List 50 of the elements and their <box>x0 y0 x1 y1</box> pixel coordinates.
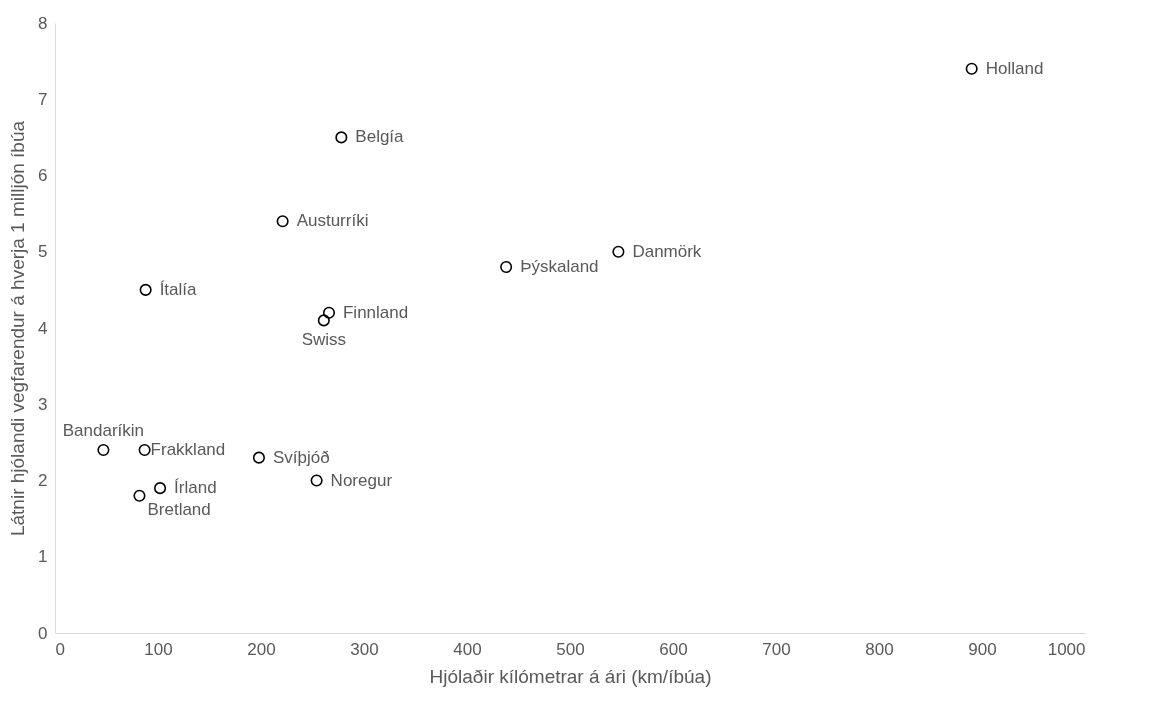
annotation: Belgía <box>355 127 405 147</box>
y-tick-label: 5 <box>38 242 48 262</box>
annotation: Ítalía <box>159 279 198 299</box>
point <box>139 283 152 296</box>
point <box>612 245 625 258</box>
x-tick-label: 0 <box>55 639 65 659</box>
point <box>335 131 348 144</box>
y-axis-title: Látnir hjólandi vegfarendur á hverja 1 milljón íbúa <box>7 120 29 537</box>
point <box>500 260 513 274</box>
y-tick-label: 4 <box>38 318 48 338</box>
y-tick-label: 0 <box>38 623 48 643</box>
x-tick-label: 900 <box>968 639 997 659</box>
annotation: Írland <box>174 478 217 498</box>
x-tick-label: 800 <box>865 639 894 659</box>
annotation: Danmörk <box>632 241 702 261</box>
x-tick-label: 600 <box>659 639 688 659</box>
annotation: Bretland <box>147 499 211 519</box>
point <box>322 306 336 319</box>
point <box>252 451 265 464</box>
y-tick-label: 1 <box>38 547 48 567</box>
x-tick-label: 100 <box>144 639 173 659</box>
point <box>154 482 167 495</box>
x-tick-label: 300 <box>350 639 379 659</box>
y-tick-label: 8 <box>38 13 48 33</box>
point <box>97 443 110 457</box>
point <box>138 443 151 457</box>
annotation: Bandaríkin <box>62 421 145 440</box>
y-tick-label: 7 <box>38 89 48 109</box>
annotation: Finnland <box>342 302 409 322</box>
y-tick-label: 2 <box>38 471 48 490</box>
annotation: Noregur <box>330 470 393 490</box>
annotation: Swiss <box>301 330 347 350</box>
annotation: Frakkland <box>150 440 226 459</box>
annotation: Austurríki <box>296 211 369 231</box>
annotation: Þýskaland <box>520 257 599 276</box>
x-tick-label: 200 <box>247 639 276 659</box>
point <box>310 474 323 487</box>
x-tick-label: 400 <box>453 639 482 659</box>
x-tick-label: 1000 <box>1047 639 1086 659</box>
x-tick-label: 700 <box>762 639 791 659</box>
annotation: Holland <box>985 58 1044 78</box>
annotation: Svíþjóð <box>272 447 330 467</box>
x-axis-title: Hjólaðir kílómetrar á ári (km/íbúa) <box>429 665 712 687</box>
point <box>276 215 289 228</box>
y-tick-label: 3 <box>38 394 48 414</box>
point <box>133 489 146 502</box>
y-tick-label: 6 <box>38 166 48 185</box>
point <box>965 62 978 75</box>
x-tick-label: 500 <box>556 639 585 659</box>
point <box>317 314 330 327</box>
